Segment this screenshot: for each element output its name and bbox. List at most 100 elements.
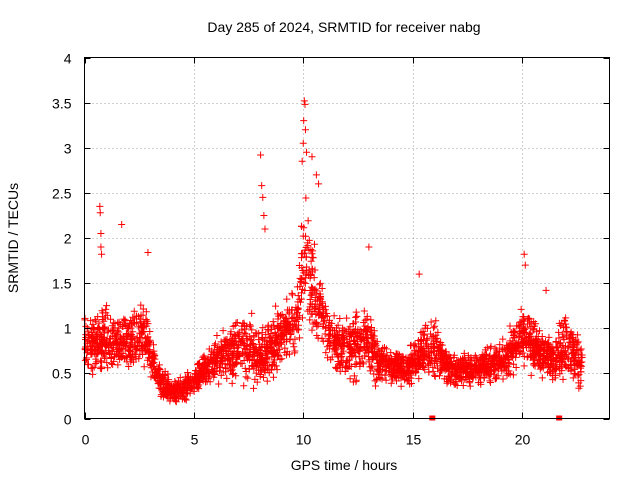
data-point <box>437 362 445 370</box>
data-point <box>568 341 576 349</box>
data-point <box>93 331 101 339</box>
data-point <box>143 356 151 364</box>
data-point <box>417 344 425 352</box>
data-point <box>577 368 585 376</box>
data-point <box>297 278 305 286</box>
data-point <box>143 338 151 346</box>
data-point <box>316 281 324 289</box>
data-point <box>468 356 476 364</box>
data-point <box>184 378 192 386</box>
data-point <box>223 350 231 358</box>
data-point <box>302 243 310 251</box>
data-point <box>222 336 230 344</box>
data-point <box>324 323 332 331</box>
data-point <box>509 371 517 379</box>
data-point <box>526 337 534 345</box>
data-point <box>280 317 288 325</box>
data-point <box>394 355 402 363</box>
data-point <box>209 368 217 376</box>
data-point <box>445 363 453 371</box>
data-point <box>121 317 129 325</box>
data-point <box>480 351 488 359</box>
data-point <box>268 362 276 370</box>
data-point <box>506 370 514 378</box>
data-point <box>351 339 359 347</box>
data-point <box>332 365 340 373</box>
data-point <box>368 331 376 339</box>
data-point <box>369 347 377 355</box>
data-point <box>328 353 336 361</box>
data-point <box>259 193 267 201</box>
data-point <box>258 182 266 190</box>
data-point <box>96 341 104 349</box>
data-point <box>334 353 342 361</box>
data-point <box>506 322 514 330</box>
data-point <box>98 250 106 258</box>
data-point <box>228 336 236 344</box>
data-point <box>259 324 267 332</box>
data-point <box>360 307 368 315</box>
data-point <box>309 254 317 262</box>
data-point <box>128 336 136 344</box>
data-point <box>218 360 226 368</box>
data-point <box>312 319 320 327</box>
y-tick-label: 1 <box>64 321 72 337</box>
data-point <box>414 366 422 374</box>
data-point <box>336 314 344 322</box>
data-point <box>295 334 303 342</box>
data-point <box>429 332 437 340</box>
data-point <box>201 354 209 362</box>
data-point <box>268 353 276 361</box>
data-point <box>267 330 275 338</box>
data-point <box>179 383 187 391</box>
data-point <box>347 331 355 339</box>
data-point <box>97 229 105 237</box>
data-point <box>361 332 369 340</box>
data-point <box>257 151 265 159</box>
data-point <box>256 372 264 380</box>
data-point <box>119 349 127 357</box>
data-point <box>207 356 215 364</box>
data-point <box>437 368 445 376</box>
data-point <box>260 211 268 219</box>
data-point <box>511 344 519 352</box>
data-point <box>304 307 312 315</box>
y-tick-label: 2 <box>64 231 72 247</box>
data-point <box>273 350 281 358</box>
data-point <box>552 343 560 351</box>
data-point <box>130 319 138 327</box>
data-point <box>492 374 500 382</box>
data-point <box>437 353 445 361</box>
data-point <box>285 310 293 318</box>
data-point <box>431 322 439 330</box>
data-point <box>542 340 550 348</box>
data-point <box>308 326 316 334</box>
data-point <box>421 365 429 373</box>
data-point <box>136 334 144 342</box>
data-point <box>441 348 449 356</box>
data-point <box>308 268 316 276</box>
data-point <box>486 377 494 385</box>
data-point <box>450 378 458 386</box>
data-point <box>380 344 388 352</box>
data-point <box>280 336 288 344</box>
data-point <box>349 320 357 328</box>
data-point <box>452 372 460 380</box>
data-point <box>263 343 271 351</box>
data-point <box>194 383 202 391</box>
data-point <box>460 364 468 372</box>
data-point <box>90 334 98 342</box>
data-point <box>210 342 218 350</box>
data-point <box>155 361 163 369</box>
data-point <box>498 367 506 375</box>
data-point <box>129 328 137 336</box>
data-point <box>242 346 250 354</box>
data-point <box>262 331 270 339</box>
data-point <box>510 360 518 368</box>
data-point <box>403 360 411 368</box>
data-point <box>297 222 305 230</box>
data-point <box>567 330 575 338</box>
data-point <box>97 357 105 365</box>
data-point <box>255 348 263 356</box>
data-point <box>253 350 261 358</box>
